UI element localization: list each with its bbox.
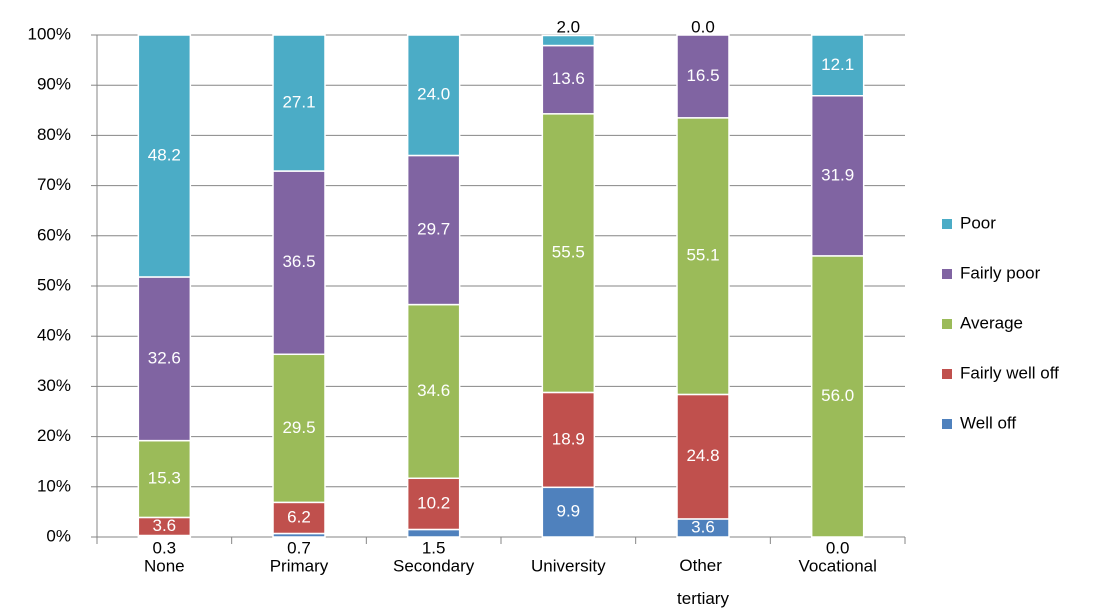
bar-segment xyxy=(272,353,326,504)
data-label: 2.0 xyxy=(557,17,581,36)
data-label: 10.2 xyxy=(417,493,450,512)
bar-segment xyxy=(810,94,865,257)
legend-swatch xyxy=(942,269,952,279)
bar-segment xyxy=(137,276,192,442)
data-label: 1.5 xyxy=(422,538,446,557)
legend-swatch xyxy=(942,219,952,229)
data-label: 3.6 xyxy=(691,517,715,536)
bar-segment xyxy=(137,34,192,278)
bar-segment xyxy=(272,34,326,172)
bar-segment xyxy=(272,170,326,356)
bar-segment xyxy=(810,255,865,538)
data-label: 13.6 xyxy=(552,69,585,88)
y-tick-label: 70% xyxy=(37,175,71,194)
data-label: 15.3 xyxy=(148,469,181,488)
y-tick-label: 60% xyxy=(37,225,71,244)
data-label: 55.1 xyxy=(686,246,719,265)
data-label: 16.5 xyxy=(686,66,719,85)
y-tick-label: 10% xyxy=(37,476,71,495)
bar-segment xyxy=(676,393,730,520)
bar-segment xyxy=(541,34,596,47)
data-label: 9.9 xyxy=(557,502,581,521)
y-tick-label: 20% xyxy=(37,426,71,445)
data-label: 32.6 xyxy=(148,348,181,367)
y-tick-label: 100% xyxy=(28,24,71,43)
data-label: 55.5 xyxy=(552,243,585,262)
legend-label: Fairly well off xyxy=(960,363,1059,382)
data-label: 29.7 xyxy=(417,220,450,239)
bar-segment xyxy=(406,477,461,531)
bar-segment xyxy=(541,44,596,115)
y-tick-label: 50% xyxy=(37,275,71,294)
x-tick-label: Secondary xyxy=(393,556,475,575)
bar-segment xyxy=(541,391,596,489)
legend-label: Well off xyxy=(960,413,1016,432)
data-label: 56.0 xyxy=(821,386,854,405)
x-tick-label: Vocational xyxy=(798,556,876,575)
x-tick-label: University xyxy=(531,556,606,575)
x-tick-label: Primary xyxy=(270,556,329,575)
bar-segment xyxy=(272,501,326,535)
y-tick-label: 40% xyxy=(37,326,71,345)
data-label: 27.1 xyxy=(282,93,315,112)
x-tick-label: Other tertiary xyxy=(677,556,729,608)
data-label: 12.1 xyxy=(821,55,854,74)
data-label: 24.0 xyxy=(417,85,450,104)
data-label: 3.6 xyxy=(153,516,177,535)
data-label: 0.0 xyxy=(826,538,850,557)
legend-swatch xyxy=(942,369,952,379)
data-label: 6.2 xyxy=(287,507,311,526)
legend-swatch xyxy=(942,419,952,429)
bar-segment xyxy=(406,34,461,157)
data-label: 0.7 xyxy=(287,538,311,557)
data-label: 31.9 xyxy=(821,165,854,184)
bar-segment xyxy=(406,528,461,538)
data-label: 36.5 xyxy=(282,252,315,271)
bar-segment xyxy=(810,34,865,97)
legend-label: Poor xyxy=(960,213,996,232)
data-label: 0.0 xyxy=(691,17,715,36)
bar-segment xyxy=(406,303,461,480)
legend-label: Fairly poor xyxy=(960,263,1041,282)
y-tick-label: 90% xyxy=(37,75,71,94)
data-label: 18.9 xyxy=(552,429,585,448)
data-label: 0.3 xyxy=(153,538,177,557)
y-tick-label: 0% xyxy=(46,526,71,545)
bar-segment xyxy=(137,439,192,519)
legend-label: Average xyxy=(960,313,1023,332)
y-tick-label: 30% xyxy=(37,376,71,395)
bar-segment xyxy=(676,34,730,119)
data-label: 48.2 xyxy=(148,145,181,164)
y-tick-label: 80% xyxy=(37,125,71,144)
data-label: 29.5 xyxy=(282,418,315,437)
data-label: 34.6 xyxy=(417,381,450,400)
bar-segment xyxy=(406,154,461,306)
legend-swatch xyxy=(942,319,952,329)
bar-segment xyxy=(541,113,596,394)
x-tick-label: None xyxy=(144,556,185,575)
data-label: 24.8 xyxy=(686,446,719,465)
